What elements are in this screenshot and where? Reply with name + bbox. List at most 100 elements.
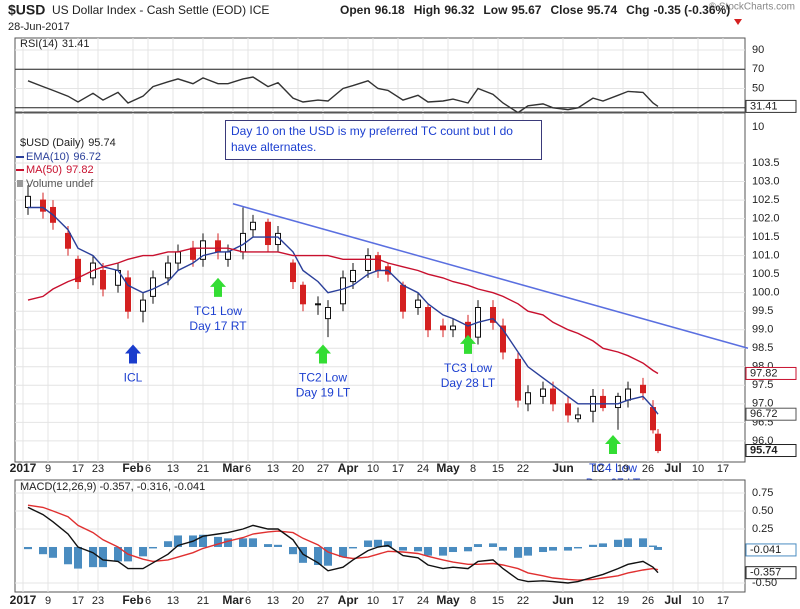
candle-body — [575, 414, 581, 420]
annotation-arrow — [460, 334, 476, 354]
y-tick-label: 97.5 — [752, 379, 773, 391]
value-tag — [745, 99, 797, 113]
y-tick-label: 0.25 — [752, 523, 773, 535]
histogram-bar — [474, 544, 482, 547]
x-tick-label: 21 — [197, 463, 209, 475]
chart-date: 28-Jun-2017 — [8, 21, 70, 33]
y-tick-label: 10 — [752, 121, 764, 133]
x-tick-label: Mar — [222, 593, 244, 607]
quote-label: High — [414, 3, 441, 17]
annotation-label: TC1 Low — [194, 304, 242, 318]
x-tick-label: 13 — [167, 463, 179, 475]
candle-body — [225, 251, 231, 260]
legend-value: 96.72 — [73, 151, 101, 163]
candle-body — [615, 395, 621, 409]
y-tick-label: 70 — [752, 63, 764, 75]
x-tick-label: 22 — [517, 463, 529, 475]
histogram-bar — [364, 540, 372, 547]
candle-body — [175, 251, 181, 264]
legend-name: MA(50) — [26, 164, 62, 176]
value-tag-label: 97.82 — [750, 367, 778, 379]
x-tick-label: Jul — [664, 461, 681, 475]
legend: Volume undef — [26, 178, 94, 190]
legend: MACD(12,26,9) -0.357, -0.316, -0.041 — [20, 481, 205, 493]
annotation-label: Day 19 LT — [296, 386, 351, 400]
candle-body — [375, 255, 381, 271]
x-tick-label: 23 — [92, 595, 104, 607]
x-tick-label: 23 — [92, 463, 104, 475]
y-tick-label: 0.75 — [752, 487, 773, 499]
x-tick-label: 12 — [592, 463, 604, 475]
quote-label: Chg — [626, 3, 649, 17]
candle-body — [500, 325, 506, 353]
x-tick-label: 20 — [292, 463, 304, 475]
histogram-bar — [424, 546, 432, 556]
annotation-arrow — [210, 277, 226, 297]
candle-body — [25, 195, 31, 208]
x-tick-label: 6 — [245, 463, 251, 475]
histogram-bar — [89, 546, 97, 568]
candle-body — [440, 325, 446, 331]
legend-swatch — [17, 180, 23, 187]
value-tag-label: 31.41 — [750, 100, 778, 112]
annotation-label: TC2 Low — [299, 371, 347, 385]
panel-frame — [14, 479, 746, 593]
x-tick-label: 10 — [692, 595, 704, 607]
candle-body — [540, 388, 546, 397]
candle-body — [450, 325, 456, 331]
candle-body — [350, 269, 356, 283]
histogram-bar — [214, 536, 222, 547]
y-tick-label: 102.0 — [752, 212, 780, 224]
candle-body — [190, 247, 196, 260]
histogram-bar — [654, 546, 662, 550]
candle-body — [250, 221, 256, 231]
y-tick-label: 90 — [752, 44, 764, 56]
x-tick-label: 12 — [592, 595, 604, 607]
legend: RSI(14) 31.41 — [20, 38, 89, 50]
quote-value: 95.67 — [511, 3, 541, 17]
x-tick-label: 10 — [367, 463, 379, 475]
instrument-name: US Dollar Index - Cash Settle (EOD) ICE — [52, 3, 269, 17]
histogram-bar — [414, 546, 422, 552]
candle-body — [640, 384, 646, 394]
histogram-bar — [49, 546, 57, 558]
histogram-bar — [489, 543, 497, 547]
annotation-arrow — [125, 344, 141, 364]
x-tick-label: 13 — [267, 463, 279, 475]
x-tick-label: 13 — [267, 595, 279, 607]
value-tag-label: 96.72 — [750, 408, 778, 420]
candle-body — [300, 284, 306, 305]
annotation-label: ICL — [124, 371, 143, 385]
candle-body — [65, 232, 71, 249]
histogram-bar — [349, 546, 357, 549]
candle-body — [215, 240, 221, 253]
x-tick-label: Apr — [338, 461, 359, 475]
x-tick-label: 21 — [197, 595, 209, 607]
histogram-bar — [64, 546, 72, 565]
x-tick-label: 24 — [417, 595, 429, 607]
candle-body — [140, 299, 146, 312]
histogram-bar — [639, 538, 647, 547]
y-tick-label: 102.5 — [752, 194, 780, 206]
x-tick-label: Jul — [664, 593, 681, 607]
quote-value: -0.35 (-0.36%) — [653, 3, 730, 17]
histogram-bar — [439, 546, 447, 556]
value-tag — [745, 566, 797, 580]
histogram-bar — [174, 535, 182, 547]
symbol: $USD — [8, 2, 45, 18]
histogram-bar — [199, 534, 207, 547]
annotation-arrow — [605, 434, 621, 454]
annotation-arrow — [315, 344, 331, 364]
histogram-bar — [224, 538, 232, 547]
histogram-bar — [614, 539, 622, 547]
x-tick-label: Jun — [552, 461, 573, 475]
y-tick-label: 50 — [752, 82, 764, 94]
x-tick-label: 13 — [167, 595, 179, 607]
series-line — [28, 206, 659, 415]
y-tick-label: 101.0 — [752, 250, 780, 262]
candle-body — [600, 395, 606, 409]
histogram-bar — [274, 544, 282, 547]
legend-name: EMA(10) — [26, 151, 69, 163]
x-tick-label: 10 — [692, 463, 704, 475]
y-tick-label: 96.0 — [752, 435, 773, 447]
